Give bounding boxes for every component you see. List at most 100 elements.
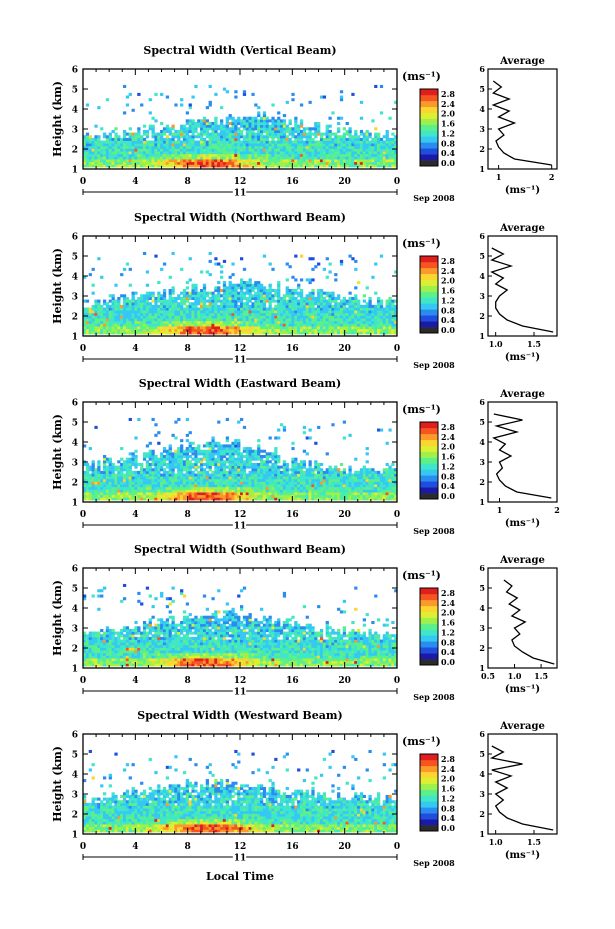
heatmap-cell (200, 307, 204, 311)
heatmap-cell (168, 310, 172, 314)
heatmap-cell (225, 156, 229, 160)
heatmap-cell (225, 465, 229, 469)
heatmap-cell (211, 129, 215, 133)
heatmap-cell (131, 323, 135, 327)
heatmap-cell (134, 299, 138, 303)
heatmap-cell (237, 320, 241, 324)
heatmap-cell (114, 473, 118, 477)
heatmap-cell (205, 310, 209, 314)
heatmap-cell (200, 328, 204, 332)
heatmap-cell (282, 331, 287, 335)
heatmap-cell (188, 129, 192, 133)
heatmap-cell (128, 465, 132, 469)
heatmap-cell (268, 289, 272, 293)
heatmap-cell (331, 326, 335, 330)
heatmap-cell (145, 331, 150, 335)
heatmap-cell (171, 497, 175, 501)
heatmap-cell (202, 289, 207, 293)
heatmap-cell (371, 326, 375, 330)
heatmap-cell (151, 135, 155, 139)
heatmap-cell (160, 296, 164, 300)
heatmap-cell (271, 145, 275, 149)
heatmap-cell (151, 323, 155, 327)
heatmap-cell (308, 296, 312, 300)
heatmap-cell (142, 457, 147, 461)
heatmap-cell (111, 486, 115, 490)
heatmap-cell (122, 473, 127, 477)
heatmap-cell (251, 320, 255, 324)
heatmap-cell (305, 320, 309, 324)
heatmap-cell (182, 455, 187, 459)
heatmap-cell (268, 478, 272, 482)
heatmap-cell (140, 310, 144, 314)
heatmap-cell (171, 492, 175, 496)
heatmap-cell (100, 323, 104, 327)
heatmap-cell (345, 323, 349, 327)
heatmap-cell (262, 478, 267, 482)
heatmap-cell (354, 304, 358, 308)
colorbar-tick-label: 1.2 (441, 128, 455, 138)
heatmap-cell (297, 164, 301, 168)
heatmap-cell (325, 127, 329, 131)
heatmap-cell (379, 315, 384, 319)
heatmap-cell (288, 307, 292, 311)
heatmap-cell (180, 455, 184, 459)
heatmap-cell (191, 441, 195, 445)
heatmap-cell (217, 153, 221, 157)
heatmap-cell (331, 328, 335, 332)
heatmap-cell (237, 127, 241, 131)
heatmap-cell (102, 462, 107, 466)
heatmap-cell (200, 156, 204, 160)
heatmap-cell (191, 135, 195, 139)
heatmap-cell (157, 296, 161, 300)
heatmap-cell (322, 145, 327, 149)
heatmap-cell (100, 148, 104, 152)
heatmap-cell (245, 457, 249, 461)
heatmap-cell (328, 291, 332, 295)
heatmap-cell (83, 151, 87, 155)
heatmap-cell (125, 489, 130, 493)
heatmap-cell (162, 262, 167, 266)
heatmap-cell (240, 312, 244, 316)
heatmap-cell (259, 481, 264, 485)
heatmap-cell (202, 122, 207, 126)
heatmap-cell (214, 486, 218, 490)
heatmap-cell (248, 326, 252, 330)
heatmap-cell (254, 140, 258, 144)
heatmap-cell (245, 148, 249, 152)
heatmap-cell (282, 473, 287, 477)
heatmap-cell (180, 481, 184, 485)
heatmap-cell (85, 299, 90, 303)
heatmap-cell (285, 304, 289, 308)
heatmap-cell (171, 318, 175, 322)
heatmap-cell (285, 294, 289, 298)
heatmap-cell (268, 140, 272, 144)
heatmap-cell (211, 331, 215, 335)
heatmap-cell (165, 494, 170, 498)
heatmap-cell (348, 320, 352, 324)
heatmap-cell (177, 132, 181, 136)
heatmap-cell (299, 140, 304, 144)
heatmap-cell (217, 441, 221, 445)
heatmap-cell (142, 315, 147, 319)
heatmap-cell (228, 296, 232, 300)
heatmap-cell (117, 465, 121, 469)
colorbar-segment (420, 100, 438, 108)
heatmap-cell (271, 331, 275, 335)
heatmap-cell (205, 323, 209, 327)
heatmap-cell (231, 478, 235, 482)
heatmap-cell (254, 484, 258, 488)
heatmap-cell (214, 326, 218, 330)
heatmap-cell (205, 494, 209, 498)
heatmap-cell (122, 307, 127, 311)
heatmap-cell (171, 468, 175, 472)
heatmap-cell (317, 294, 321, 298)
heatmap-cell (182, 323, 187, 327)
heatmap-cell (111, 312, 115, 316)
heatmap-cell (242, 151, 247, 155)
heatmap-cell (188, 476, 192, 480)
heatmap-cell (197, 159, 201, 163)
heatmap-cell (262, 489, 267, 493)
heatmap-cell (242, 281, 247, 285)
heatmap-cell (91, 164, 95, 168)
